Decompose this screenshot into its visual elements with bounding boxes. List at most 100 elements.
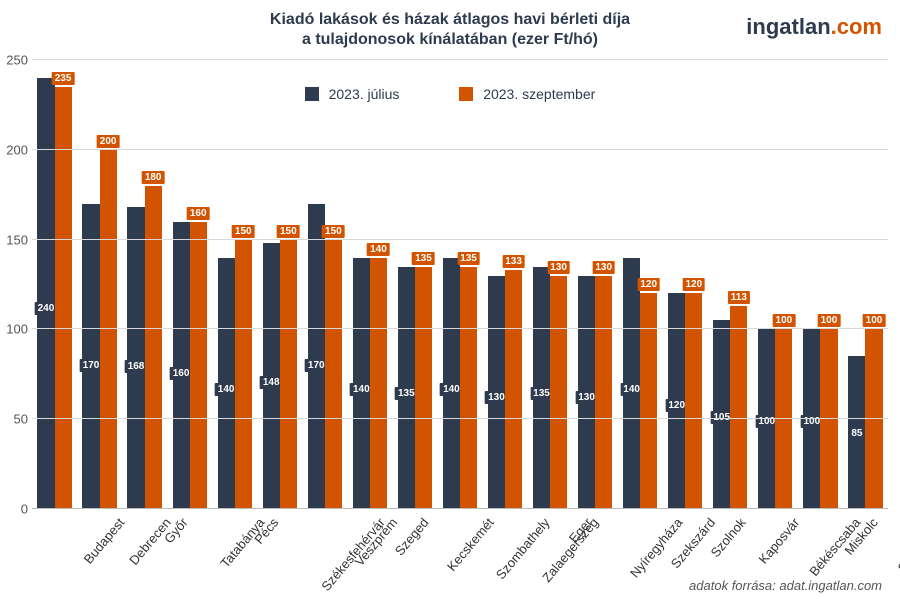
- bar-series1: 140: [623, 258, 640, 509]
- data-label-series2: 133: [502, 255, 525, 268]
- bar-series1: 170: [308, 204, 325, 509]
- bar-group: 100100: [798, 60, 843, 509]
- bar-group: 130130: [573, 60, 618, 509]
- bar-group: 100100: [753, 60, 798, 509]
- gridline: [32, 418, 888, 419]
- bar-series1: 100: [758, 329, 775, 509]
- data-label-series2: 150: [277, 225, 300, 238]
- x-tick-label: Nyíregyháza: [627, 515, 685, 581]
- data-label-series2: 135: [412, 252, 435, 265]
- bar-group: 140150: [212, 60, 257, 509]
- bar-series1: 140: [443, 258, 460, 509]
- data-label-series2: 150: [232, 225, 255, 238]
- bar-group: 135135: [392, 60, 437, 509]
- x-tick-label: Kecskemét: [444, 515, 497, 574]
- bar-series1: 168: [127, 207, 144, 509]
- bar-series1: 140: [218, 258, 235, 509]
- bar-series2: 120: [685, 293, 702, 509]
- data-label-series2: 150: [322, 225, 345, 238]
- bar-series2: 100: [820, 329, 837, 509]
- y-tick-label: 0: [2, 502, 28, 517]
- bar-series2: 113: [730, 306, 747, 509]
- y-tick-label: 150: [2, 232, 28, 247]
- bar-series2: 150: [280, 240, 297, 509]
- bar-group: 130133: [483, 60, 528, 509]
- x-tick-label: Budapest: [80, 515, 127, 567]
- bar-group: 170200: [77, 60, 122, 509]
- bar-series2: 130: [550, 276, 567, 509]
- data-label-series2: 200: [97, 135, 120, 148]
- data-label-series2: 120: [637, 278, 660, 291]
- bar-series2: 180: [145, 186, 162, 509]
- data-label-series1: 85: [848, 427, 865, 440]
- data-label-series2: 100: [818, 314, 841, 327]
- x-tick-label: Salgótarján: [895, 515, 900, 575]
- chart-container: Kiadó lakások és házak átlagos havi bérl…: [0, 0, 900, 599]
- y-tick-label: 250: [2, 53, 28, 68]
- data-label-series2: 120: [682, 278, 705, 291]
- bar-group: 105113: [708, 60, 753, 509]
- bar-group: 140120: [618, 60, 663, 509]
- plot-area: 2402351702001681801601601401501481501701…: [32, 60, 888, 509]
- y-tick-label: 200: [2, 142, 28, 157]
- bar-series1: 140: [353, 258, 370, 509]
- bar-group: 168180: [122, 60, 167, 509]
- bar-series1: 160: [173, 222, 190, 509]
- bar-series1: 240: [37, 78, 54, 509]
- y-tick-label: 100: [2, 322, 28, 337]
- brand-part2: .com: [831, 14, 882, 39]
- bar-series1: 135: [398, 267, 415, 509]
- brand-part1: ingatlan: [746, 14, 830, 39]
- bar-series2: 100: [775, 329, 792, 509]
- brand-logo: ingatlan.com: [746, 14, 882, 40]
- bar-group: 170150: [302, 60, 347, 509]
- bar-series1: 130: [578, 276, 595, 509]
- gridline: [32, 239, 888, 240]
- bar-series2: 130: [595, 276, 612, 509]
- bar-group: 140140: [347, 60, 392, 509]
- bar-series1: 120: [668, 293, 685, 509]
- bar-group: 240235: [32, 60, 77, 509]
- bar-group: 160160: [167, 60, 212, 509]
- bar-series2: 100: [865, 329, 882, 509]
- data-label-series2: 113: [728, 291, 750, 304]
- bar-series2: 135: [460, 267, 477, 509]
- bar-group: 85100: [843, 60, 888, 509]
- bar-series2: 133: [505, 270, 522, 509]
- data-label-series2: 130: [592, 261, 615, 274]
- data-label-series2: 135: [457, 252, 480, 265]
- data-label-series2: 180: [142, 171, 165, 184]
- bar-series1: 170: [82, 204, 99, 509]
- data-label-series2: 235: [52, 72, 75, 85]
- bar-series2: 235: [55, 87, 72, 509]
- bar-group: 120120: [663, 60, 708, 509]
- bars-layer: 2402351702001681801601601401501481501701…: [32, 60, 888, 509]
- gridline: [32, 328, 888, 329]
- data-label-series2: 160: [187, 207, 210, 220]
- data-source: adatok forrása: adat.ingatlan.com: [689, 578, 882, 593]
- bar-series2: 200: [100, 150, 117, 509]
- bar-series1: 85: [848, 356, 865, 509]
- bar-series2: 160: [190, 222, 207, 509]
- gridline: [32, 508, 888, 509]
- bar-series2: 135: [415, 267, 432, 509]
- bar-series1: 105: [713, 320, 730, 509]
- data-label-series2: 140: [367, 243, 390, 256]
- bar-group: 135130: [528, 60, 573, 509]
- gridline: [32, 149, 888, 150]
- bar-series2: 120: [640, 293, 657, 509]
- bar-group: 148150: [257, 60, 302, 509]
- bar-series2: 140: [370, 258, 387, 509]
- data-label-series2: 130: [547, 261, 570, 274]
- gridline: [32, 59, 888, 60]
- data-label-series2: 100: [863, 314, 886, 327]
- bar-series1: 135: [533, 267, 550, 509]
- bar-series1: 130: [488, 276, 505, 509]
- bar-series1: 148: [263, 243, 280, 509]
- bar-series2: 150: [325, 240, 342, 509]
- bar-series1: 100: [803, 329, 820, 509]
- bar-group: 140135: [437, 60, 482, 509]
- x-tick-label: Kaposvár: [756, 515, 803, 567]
- bar-series2: 150: [235, 240, 252, 509]
- y-tick-label: 50: [2, 412, 28, 427]
